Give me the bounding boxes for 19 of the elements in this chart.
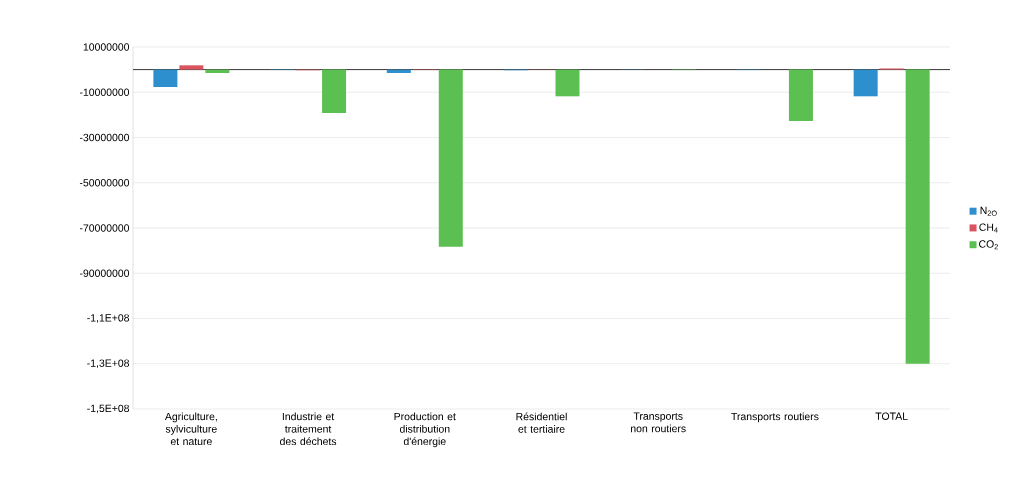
legend-label: N$_{2O}$: [980, 206, 997, 216]
y-tick-label: -70000000: [79, 224, 130, 232]
legend-label: CO$_{2}$: [979, 240, 998, 250]
y-tick-label: -10000000: [79, 88, 130, 96]
y-tick-label: -1,1E+08: [87, 314, 130, 323]
y-tick-label: 10000000: [83, 43, 130, 51]
y-tick-label: -30000000: [79, 133, 130, 142]
y-tick-label: -50000000: [79, 179, 130, 187]
y-tick-label: -90000000: [79, 269, 130, 277]
x-tick-label: Agriculture, sylviculture et nature: [164, 412, 217, 446]
x-tick-label: Production et distribution d'énergie: [394, 412, 456, 448]
x-tick-label: Transports routiers: [731, 412, 819, 423]
x-tick-label: TOTAL: [875, 412, 908, 420]
x-tick-label: Transports non routiers: [631, 412, 686, 433]
y-tick-label: -1,5E+08: [87, 404, 130, 414]
x-tick-label: Industrie et traitement des déchets: [280, 412, 337, 446]
legend-label: CH$_{4}$: [979, 223, 998, 233]
y-tick-label: -1,3E+08: [87, 359, 130, 369]
x-tick-label: Résidentiel et tertiaire: [516, 412, 567, 433]
